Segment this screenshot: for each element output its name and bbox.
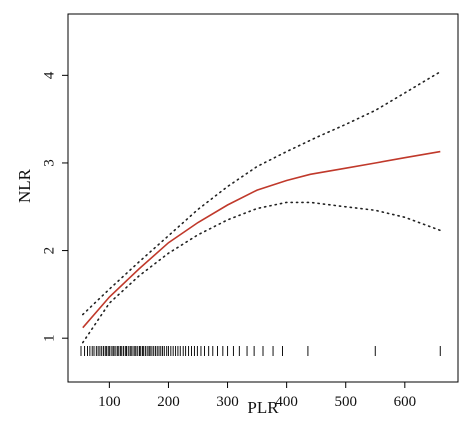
- x-tick-label: 600: [394, 394, 417, 410]
- x-tick-label: 300: [216, 394, 239, 410]
- y-tick-label: 4: [41, 71, 57, 79]
- x-axis: 100 200 300 400 500 600: [98, 382, 416, 410]
- y-tick-label: 2: [41, 247, 57, 255]
- x-tick-label: 200: [157, 394, 180, 410]
- x-tick-label: 400: [275, 394, 298, 410]
- x-tick-label: 500: [334, 394, 357, 410]
- lower-ci-line: [82, 201, 442, 344]
- y-tick-label: 3: [41, 159, 57, 167]
- rug-marks: [80, 346, 441, 356]
- y-axis: 1 2 3 4: [41, 71, 68, 342]
- plot-area: [67, 13, 459, 383]
- x-axis-title: PLR: [247, 398, 279, 417]
- fit-line: [82, 150, 441, 329]
- y-axis-title: NLR: [15, 168, 34, 203]
- y-tick-label: 1: [41, 334, 57, 342]
- upper-ci-line: [82, 71, 442, 316]
- series-lines: [82, 71, 442, 344]
- x-tick-label: 100: [98, 394, 121, 410]
